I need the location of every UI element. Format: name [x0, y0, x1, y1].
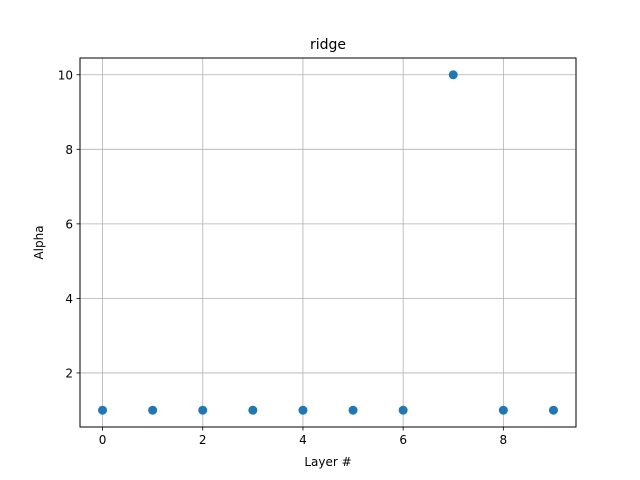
x-tick-label: 4	[299, 433, 307, 447]
data-point	[298, 405, 308, 415]
x-tick-label: 8	[500, 433, 508, 447]
data-point	[148, 405, 158, 415]
chart-title: ridge	[310, 37, 346, 53]
axes-frame	[79, 57, 577, 428]
y-tick-label: 10	[58, 68, 73, 82]
y-tick-label: 8	[65, 143, 73, 157]
x-tick-label: 0	[99, 433, 107, 447]
data-point	[498, 405, 508, 415]
y-axis-label: Alpha	[32, 225, 46, 259]
y-tick-label: 6	[65, 217, 73, 231]
data-point	[448, 70, 458, 80]
y-tick-label: 4	[65, 292, 73, 306]
grid	[80, 58, 576, 427]
data-point	[248, 405, 258, 415]
x-axis-label: Layer #	[304, 455, 351, 469]
data-points	[98, 70, 558, 415]
data-point	[548, 405, 558, 415]
data-point	[198, 405, 208, 415]
axis-ticks: 0 2 4 6 8 2 4 6 8 10	[58, 68, 507, 447]
data-point	[98, 405, 108, 415]
y-tick-label: 2	[65, 366, 73, 380]
x-tick-label: 2	[199, 433, 207, 447]
x-tick-label: 6	[399, 433, 407, 447]
data-point	[398, 405, 408, 415]
data-point	[348, 405, 358, 415]
